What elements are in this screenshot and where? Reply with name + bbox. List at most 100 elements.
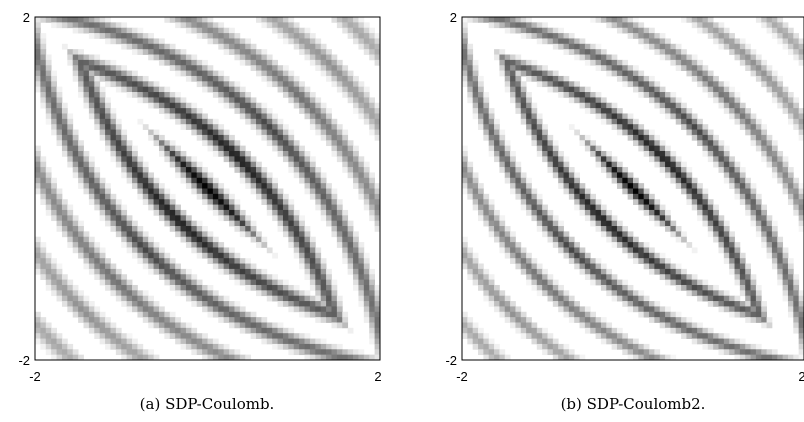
- heatmap-cell: [771, 167, 778, 173]
- heatmap-cell: [72, 242, 79, 248]
- heatmap-cell: [105, 102, 111, 109]
- heatmap-cell: [164, 311, 171, 318]
- heatmap-cell: [697, 284, 703, 291]
- heatmap-cell: [488, 140, 495, 147]
- heatmap-cell: [212, 343, 219, 350]
- heatmap-cell: [207, 204, 214, 211]
- heatmap-cell: [520, 108, 527, 114]
- heatmap-cell: [169, 204, 176, 211]
- heatmap-cell: [126, 156, 133, 163]
- heatmap-cell: [67, 113, 74, 120]
- heatmap-cell: [239, 54, 246, 61]
- heatmap-cell: [681, 236, 687, 243]
- heatmap-cell: [616, 290, 623, 297]
- heatmap-cell: [277, 204, 284, 211]
- heatmap-cell: [755, 193, 762, 200]
- heatmap-cell: [207, 183, 214, 189]
- heatmap-cell: [142, 231, 149, 238]
- heatmap-cell: [245, 226, 252, 232]
- heatmap-cell: [542, 129, 548, 136]
- heatmap-cell: [51, 274, 57, 281]
- heatmap-cell: [627, 27, 634, 34]
- heatmap-cell: [266, 338, 273, 345]
- heatmap-cell: [99, 177, 106, 184]
- heatmap-cell: [729, 92, 735, 98]
- heatmap-cell: [798, 215, 804, 222]
- heatmap-cell: [45, 92, 52, 98]
- heatmap-cell: [148, 49, 154, 55]
- heatmap-cell: [771, 145, 778, 152]
- heatmap-cell: [638, 145, 645, 152]
- heatmap-cell: [643, 311, 650, 318]
- heatmap-cell: [713, 75, 719, 82]
- heatmap-cell: [467, 59, 474, 66]
- heatmap-cell: [771, 92, 778, 98]
- heatmap-cell: [67, 161, 74, 168]
- heatmap-cell: [616, 236, 623, 243]
- heatmap-cell: [105, 209, 111, 216]
- heatmap-cell: [574, 252, 580, 259]
- heatmap-cell: [293, 140, 300, 147]
- heatmap-cell: [369, 317, 376, 323]
- heatmap-cell: [745, 209, 751, 216]
- heatmap-cell: [256, 108, 262, 114]
- heatmap-cell: [729, 338, 735, 345]
- heatmap-cell: [347, 97, 354, 104]
- heatmap-cell: [35, 70, 41, 77]
- heatmap-cell: [563, 290, 570, 297]
- heatmap-cell: [185, 177, 192, 184]
- heatmap-cell: [358, 92, 365, 98]
- x-tick-label-right-a: 2: [374, 369, 381, 384]
- heatmap-cell: [718, 33, 725, 39]
- heatmap-cell: [72, 167, 79, 173]
- heatmap-cell: [691, 204, 698, 211]
- heatmap-cell: [256, 317, 262, 323]
- heatmap-cell: [494, 354, 500, 361]
- heatmap-cell: [761, 311, 767, 318]
- heatmap-cell: [169, 327, 176, 334]
- heatmap-cell: [353, 150, 359, 157]
- heatmap-cell: [83, 188, 90, 195]
- heatmap-cell: [771, 75, 778, 82]
- heatmap-cell: [547, 274, 554, 281]
- heatmap-cell: [67, 215, 74, 222]
- heatmap-cell: [467, 322, 474, 329]
- heatmap-cell: [94, 27, 101, 34]
- heatmap-cell: [315, 301, 322, 307]
- heatmap-cell: [185, 242, 192, 248]
- heatmap-cell: [223, 27, 230, 34]
- heatmap-cell: [697, 129, 703, 136]
- heatmap-cell: [336, 59, 343, 66]
- heatmap-cell: [158, 193, 165, 200]
- heatmap-cell: [675, 177, 682, 184]
- heatmap-cell: [261, 284, 268, 291]
- heatmap-cell: [494, 226, 500, 232]
- heatmap-cell: [718, 226, 725, 232]
- heatmap-cell: [643, 295, 650, 302]
- heatmap-cell: [94, 33, 101, 39]
- heatmap-cell: [702, 124, 709, 130]
- heatmap-cell: [164, 322, 171, 329]
- heatmap-cell: [212, 70, 219, 77]
- heatmap-cell: [654, 258, 661, 264]
- heatmap-cell: [616, 333, 623, 339]
- heatmap-cell: [755, 59, 762, 66]
- heatmap-cell: [175, 231, 181, 238]
- heatmap-cell: [488, 118, 495, 125]
- heatmap-cell: [202, 33, 208, 39]
- heatmap-cell: [315, 274, 322, 281]
- heatmap-cell: [137, 156, 144, 163]
- heatmap-cell: [288, 301, 295, 307]
- heatmap-cell: [132, 338, 138, 345]
- heatmap-cell: [353, 349, 359, 356]
- heatmap-cell: [78, 354, 84, 361]
- heatmap-cell: [202, 188, 208, 195]
- heatmap-cell: [304, 27, 311, 34]
- heatmap-cell: [665, 268, 671, 275]
- heatmap-cell: [563, 301, 570, 307]
- heatmap-cell: [659, 317, 666, 323]
- heatmap-cell: [654, 263, 661, 270]
- heatmap-cell: [611, 102, 618, 109]
- heatmap-cell: [558, 38, 564, 45]
- heatmap-cell: [750, 343, 757, 350]
